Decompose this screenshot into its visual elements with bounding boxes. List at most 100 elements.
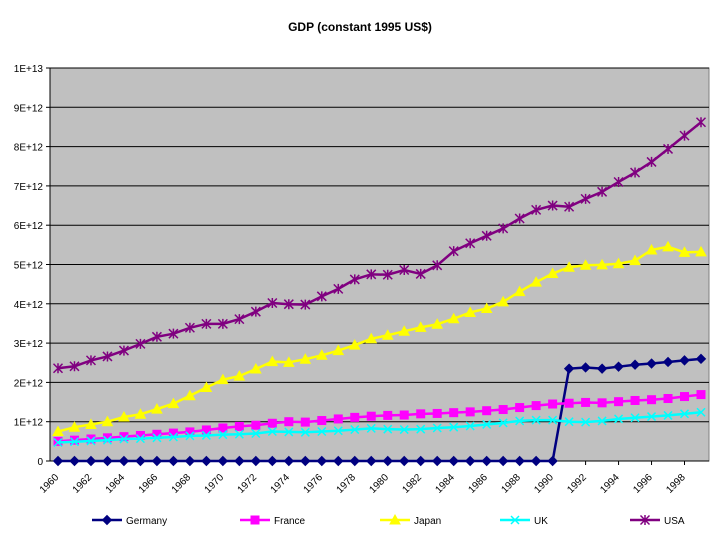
y-tick-label: 9E+12 bbox=[14, 103, 44, 114]
chart-title: GDP (constant 1995 US$) bbox=[288, 20, 432, 34]
data-point-usa bbox=[118, 345, 129, 356]
data-point-usa bbox=[679, 130, 690, 141]
data-point-usa bbox=[630, 167, 641, 178]
x-tick-label: 1988 bbox=[499, 472, 523, 496]
data-point-japan bbox=[579, 259, 592, 270]
data-point-uk bbox=[350, 425, 360, 435]
data-point-usa bbox=[613, 176, 624, 188]
data-point-uk bbox=[135, 434, 145, 444]
data-point-uk bbox=[581, 417, 591, 427]
data-point-usa bbox=[662, 143, 674, 154]
x-tick-label: 1998 bbox=[664, 472, 688, 496]
data-point-usa bbox=[267, 297, 278, 309]
series-france bbox=[53, 390, 706, 446]
data-point-france bbox=[234, 421, 244, 431]
data-point-germany bbox=[168, 455, 179, 467]
data-point-germany bbox=[333, 455, 344, 467]
data-point-germany bbox=[151, 455, 163, 467]
data-point-japan bbox=[68, 421, 81, 432]
data-point-germany bbox=[184, 455, 196, 467]
data-point-france bbox=[680, 392, 690, 402]
data-point-germany bbox=[464, 455, 476, 467]
data-point-usa bbox=[547, 200, 558, 211]
data-point-japan bbox=[612, 257, 625, 269]
data-point-germany bbox=[217, 455, 229, 467]
data-point-france bbox=[350, 412, 360, 422]
data-point-usa bbox=[349, 274, 360, 285]
data-point-germany bbox=[679, 355, 690, 366]
data-point-germany bbox=[481, 455, 492, 467]
data-point-uk bbox=[696, 407, 706, 417]
data-point-japan bbox=[233, 370, 246, 381]
data-point-germany bbox=[497, 455, 509, 467]
data-point-germany bbox=[118, 455, 130, 467]
data-point-uk bbox=[53, 437, 63, 448]
legend-label-france: France bbox=[274, 516, 306, 527]
y-tick-label: 7E+12 bbox=[14, 182, 44, 193]
y-tick-label: 5E+12 bbox=[14, 261, 44, 272]
x-tick-label: 1972 bbox=[236, 472, 260, 496]
data-point-japan bbox=[398, 325, 411, 336]
data-point-uk bbox=[614, 414, 624, 424]
x-tick-label: 1970 bbox=[203, 472, 227, 496]
data-point-uk bbox=[69, 437, 80, 447]
data-point-france bbox=[69, 435, 79, 445]
y-tick-label: 0 bbox=[37, 457, 43, 468]
data-point-germany bbox=[52, 455, 64, 467]
data-point-japan bbox=[184, 389, 196, 401]
data-point-usa bbox=[366, 269, 377, 280]
legend-item-usa: USA bbox=[630, 514, 685, 527]
data-point-germany bbox=[629, 359, 641, 370]
data-point-germany bbox=[431, 455, 443, 467]
data-point-germany bbox=[530, 455, 542, 467]
data-point-france bbox=[201, 425, 211, 435]
data-point-germany bbox=[349, 455, 360, 467]
data-point-france bbox=[548, 399, 558, 409]
data-point-germany bbox=[695, 353, 707, 365]
data-point-france bbox=[251, 420, 261, 430]
x-tick-label: 1978 bbox=[335, 472, 359, 496]
data-point-uk bbox=[267, 426, 277, 437]
data-point-germany bbox=[102, 455, 113, 467]
data-point-france bbox=[102, 433, 112, 443]
data-point-uk bbox=[366, 423, 376, 433]
x-tick-label: 1966 bbox=[137, 472, 161, 496]
data-point-usa bbox=[316, 291, 327, 302]
series-usa bbox=[52, 117, 707, 374]
data-point-uk bbox=[300, 427, 310, 437]
legend-label-usa: USA bbox=[664, 516, 685, 527]
data-point-japan bbox=[414, 321, 427, 332]
data-point-japan bbox=[530, 276, 542, 287]
series-line-germany bbox=[58, 357, 702, 463]
data-point-germany bbox=[596, 363, 608, 374]
data-point-uk bbox=[218, 430, 228, 440]
data-point-usa bbox=[168, 328, 179, 339]
data-point-usa bbox=[695, 117, 707, 128]
data-point-usa bbox=[498, 223, 509, 234]
data-point-germany bbox=[514, 455, 525, 467]
x-tick-label: 1960 bbox=[38, 472, 62, 496]
data-point-japan bbox=[101, 415, 114, 427]
data-point-germany bbox=[135, 455, 146, 467]
data-point-uk bbox=[416, 424, 426, 434]
legend-marker-uk bbox=[510, 515, 520, 525]
data-point-japan bbox=[662, 240, 674, 252]
data-point-germany bbox=[85, 455, 97, 467]
data-point-usa bbox=[283, 299, 294, 310]
data-point-germany bbox=[201, 455, 212, 467]
data-point-usa bbox=[514, 213, 525, 224]
data-point-usa bbox=[415, 268, 426, 279]
y-tick-label: 1E+12 bbox=[14, 418, 44, 429]
data-point-usa bbox=[646, 156, 657, 167]
x-tick-label: 1986 bbox=[466, 472, 490, 496]
data-point-france bbox=[86, 434, 96, 444]
legend-marker-france bbox=[250, 515, 260, 525]
data-point-france bbox=[449, 408, 459, 418]
data-point-france bbox=[465, 407, 475, 417]
x-tick-label: 1974 bbox=[269, 472, 293, 496]
data-point-uk bbox=[663, 410, 673, 420]
data-point-germany bbox=[580, 362, 591, 373]
data-point-japan bbox=[151, 403, 163, 414]
data-point-japan bbox=[282, 356, 295, 367]
